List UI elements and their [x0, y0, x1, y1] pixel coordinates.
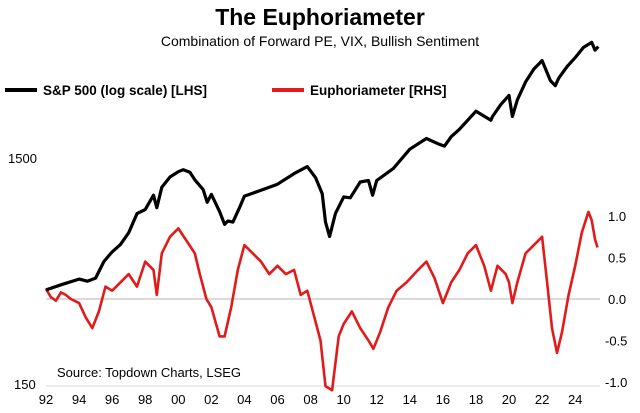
x-tick-06: 06 [270, 392, 284, 407]
right-tick-2: 0.5 [608, 251, 626, 266]
x-tick-10: 10 [336, 392, 350, 407]
x-tick-08: 08 [303, 392, 317, 407]
right-tick-3: 0.0 [608, 292, 626, 307]
left-tick-150: 150 [14, 377, 36, 392]
left-tick-1500: 1500 [8, 151, 37, 166]
legend-label-euphoriameter: Euphoriameter [RHS] [310, 83, 447, 98]
x-axis-ticks: 92 94 96 98 00 02 04 06 08 10 12 14 16 18 20 22 24 [39, 392, 583, 407]
x-tick-14: 14 [403, 392, 417, 407]
legend: S&P 500 (log scale) [LHS] Euphoriameter … [5, 83, 447, 98]
x-tick-18: 18 [469, 392, 483, 407]
x-tick-94: 94 [72, 392, 86, 407]
x-tick-20: 20 [502, 392, 516, 407]
x-tick-98: 98 [138, 392, 152, 407]
right-tick-5: -1.0 [605, 375, 627, 390]
chart-title: The Euphoriameter [215, 4, 425, 30]
legend-label-sp500: S&P 500 (log scale) [LHS] [43, 83, 207, 98]
x-tick-96: 96 [105, 392, 119, 407]
right-axis-ticks: 1.0 0.5 0.0 -0.5 -1.0 [605, 209, 627, 390]
source-note: Source: Topdown Charts, LSEG [57, 365, 241, 380]
right-tick-1: 1.0 [608, 209, 626, 224]
chart-subtitle: Combination of Forward PE, VIX, Bullish … [160, 33, 480, 49]
x-tick-16: 16 [436, 392, 450, 407]
x-tick-00: 00 [171, 392, 185, 407]
x-tick-04: 04 [237, 392, 251, 407]
x-tick-22: 22 [535, 392, 549, 407]
sp500-line [45, 40, 600, 292]
x-tick-12: 12 [369, 392, 383, 407]
right-tick-4: -0.5 [605, 334, 627, 349]
x-tick-92: 92 [39, 392, 53, 407]
euphoriameter-line [44, 210, 599, 392]
x-tick-24: 24 [568, 392, 582, 407]
x-tick-02: 02 [204, 392, 218, 407]
